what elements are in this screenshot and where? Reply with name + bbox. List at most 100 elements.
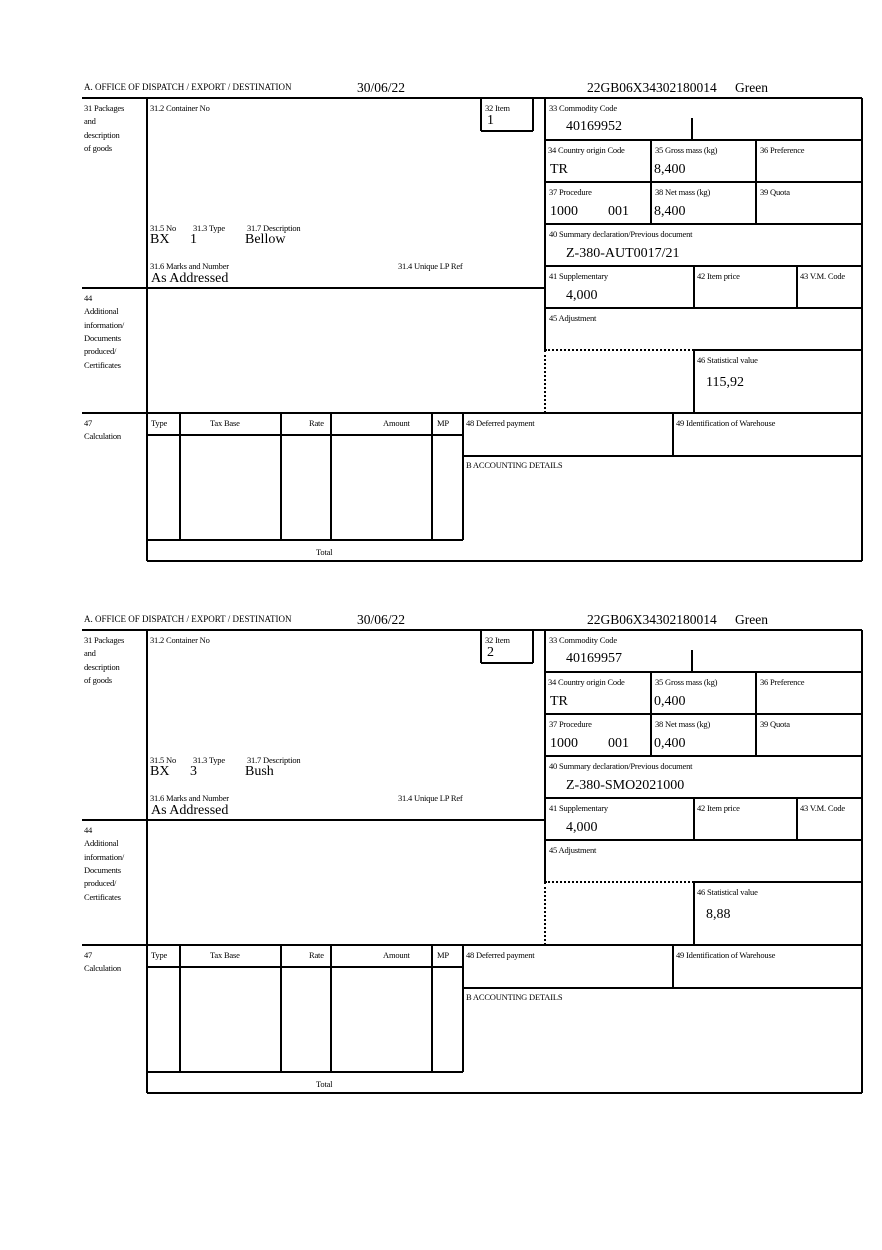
net-mass-label: 38 Net mass (kg) xyxy=(655,187,711,197)
form-rule xyxy=(545,223,862,225)
statistical-value: 8,88 xyxy=(706,907,731,922)
form-rule xyxy=(147,434,463,436)
packages-label-line: and xyxy=(84,648,96,659)
additional-info-label-line: Certificates xyxy=(84,891,121,902)
form-rule xyxy=(82,629,862,631)
form-rule xyxy=(861,630,863,1093)
packages-label-line: 31 Packages xyxy=(84,103,125,113)
calc-column-header: MP xyxy=(437,950,449,960)
form-rule xyxy=(532,98,534,131)
calculation-label-line: 47 xyxy=(84,418,93,428)
calc-column-header: Amount xyxy=(383,418,410,428)
vm-code-label: 43 V.M. Code xyxy=(800,803,845,813)
container-no-label: 31.2 Container No xyxy=(150,635,210,645)
calculation-label-line: 47 xyxy=(84,950,93,960)
form-rule xyxy=(545,181,862,183)
calc-column-header: Tax Base xyxy=(210,418,240,428)
form-rule xyxy=(431,413,433,540)
form-rule xyxy=(693,882,695,945)
form-rule xyxy=(179,945,181,1072)
form-rule-dotted xyxy=(545,881,694,883)
form-rule xyxy=(691,118,693,140)
total-label: Total xyxy=(316,1079,333,1089)
form-rule xyxy=(650,140,652,224)
net-mass-value: 0,400 xyxy=(654,736,686,751)
form-rule xyxy=(545,265,862,267)
calc-column-header: MP xyxy=(437,418,449,428)
warehouse-label: 49 Identification of Warehouse xyxy=(676,950,776,960)
form-rule xyxy=(146,630,148,1093)
declaration-reference: 22GB06X34302180014 xyxy=(587,80,717,95)
form-rule xyxy=(82,287,545,289)
form-rule xyxy=(280,413,282,540)
form-rule xyxy=(82,819,545,821)
procedure-label: 37 Procedure xyxy=(549,719,592,729)
declaration-date: 30/06/22 xyxy=(357,80,406,95)
country-origin-label: 34 Country origin Code xyxy=(548,677,625,687)
declaration-date: 30/06/22 xyxy=(357,612,406,627)
commodity-code-value: 40169957 xyxy=(566,651,622,666)
form-rule xyxy=(694,881,862,883)
declaration-reference: 22GB06X34302180014 xyxy=(587,612,717,627)
calculation-label-line: Calculation xyxy=(84,963,121,973)
form-rule xyxy=(691,650,693,672)
supplementary-value: 4,000 xyxy=(566,288,598,303)
item-label: 32 Item xyxy=(485,103,510,113)
preference-label: 36 Preference xyxy=(760,677,805,687)
form-rule xyxy=(280,945,282,1072)
unique-lp-ref-label: 31.4 Unique LP Ref xyxy=(398,793,463,803)
marks-label: 31.6 Marks and Number xyxy=(150,793,229,803)
form-rule xyxy=(179,413,181,540)
calc-column-header: Tax Base xyxy=(210,950,240,960)
preference-label: 36 Preference xyxy=(760,145,805,155)
form-rule xyxy=(545,307,862,309)
additional-info-label-line: information/ xyxy=(84,851,125,862)
package-type-value: 3 xyxy=(190,764,197,779)
summary-declaration-label: 40 Summary declaration/Previous document xyxy=(549,229,693,239)
gross-mass-value: 0,400 xyxy=(654,694,686,709)
summary-declaration-label: 40 Summary declaration/Previous document xyxy=(549,761,693,771)
procedure-suffix-value: 001 xyxy=(608,736,629,751)
quota-label: 39 Quota xyxy=(760,719,790,729)
package-type-value: 1 xyxy=(190,232,197,247)
form-rule xyxy=(755,140,757,224)
warehouse-label: 49 Identification of Warehouse xyxy=(676,418,776,428)
additional-info-label-line: Certificates xyxy=(84,359,121,370)
additional-info-label-line: Additional xyxy=(84,306,119,317)
country-origin-value: TR xyxy=(550,694,568,709)
calc-column-header: Amount xyxy=(383,950,410,960)
form-rule xyxy=(480,98,482,131)
form-rule xyxy=(545,713,862,715)
item-number: 1 xyxy=(487,113,494,128)
form-rule xyxy=(463,987,862,989)
form-rule xyxy=(82,97,862,99)
form-rule xyxy=(545,139,862,141)
gross-mass-value: 8,400 xyxy=(654,162,686,177)
package-no-label: 31.5 No xyxy=(150,223,176,233)
package-type-label: 31.3 Type xyxy=(193,755,225,765)
item-number: 2 xyxy=(487,645,494,660)
packages-label-line: and xyxy=(84,116,96,127)
procedure-label: 37 Procedure xyxy=(549,187,592,197)
form-rule xyxy=(545,671,862,673)
form-rule xyxy=(861,98,863,561)
total-label: Total xyxy=(316,547,333,557)
supplementary-value: 4,000 xyxy=(566,820,598,835)
form-rule xyxy=(431,945,433,1072)
form-rule-dotted xyxy=(544,350,546,413)
form-rule xyxy=(532,630,534,663)
form-rule xyxy=(82,944,862,946)
form-rule xyxy=(147,1071,463,1073)
accounting-details-label: B ACCOUNTING DETAILS xyxy=(466,992,563,1002)
package-no-label: 31.5 No xyxy=(150,755,176,765)
form-rule xyxy=(693,350,695,413)
adjustment-label: 45 Adjustment xyxy=(549,313,597,323)
marks-value: As Addressed xyxy=(151,271,229,286)
additional-info-label-line: produced/ xyxy=(84,878,117,889)
item-price-label: 42 Item price xyxy=(697,803,740,813)
calc-column-header: Rate xyxy=(309,418,324,428)
packages-label-line: of goods xyxy=(84,142,112,153)
procedure-value: 1000 xyxy=(550,204,578,219)
packages-label-line: description xyxy=(84,661,120,672)
form-rule xyxy=(462,945,464,1072)
